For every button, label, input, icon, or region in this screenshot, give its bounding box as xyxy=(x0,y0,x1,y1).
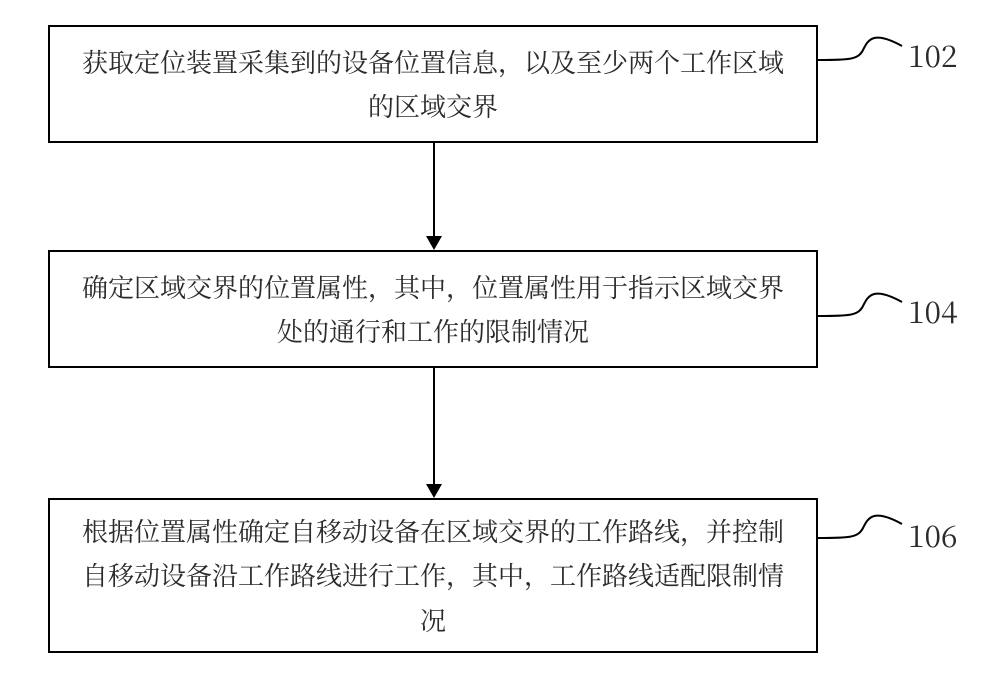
arrow-104-106 xyxy=(433,368,435,484)
flowchart-canvas: 获取定位装置采集到的设备位置信息，以及至少两个工作区域的区域交界 102 确定区… xyxy=(0,0,1000,681)
flow-node-106: 根据位置属性确定自移动设备在区域交界的工作路线，并控制自移动设备沿工作路线进行工… xyxy=(48,498,818,653)
connector-104 xyxy=(818,286,908,336)
arrow-102-104 xyxy=(433,143,435,236)
flow-node-106-text: 根据位置属性确定自移动设备在区域交界的工作路线，并控制自移动设备沿工作路线进行工… xyxy=(80,509,786,642)
arrow-head-104-106 xyxy=(426,484,442,498)
flow-node-102-text: 获取定位装置采集到的设备位置信息，以及至少两个工作区域的区域交界 xyxy=(80,40,786,128)
connector-106 xyxy=(818,508,908,558)
flow-node-102: 获取定位装置采集到的设备位置信息，以及至少两个工作区域的区域交界 xyxy=(48,25,818,143)
connector-102 xyxy=(818,30,908,80)
flow-node-104-text: 确定区域交界的位置属性，其中，位置属性用于指示区域交界处的通行和工作的限制情况 xyxy=(80,265,786,353)
step-label-104: 104 xyxy=(908,288,958,332)
flow-node-104: 确定区域交界的位置属性，其中，位置属性用于指示区域交界处的通行和工作的限制情况 xyxy=(48,250,818,368)
step-label-106: 106 xyxy=(908,512,958,556)
step-label-102: 102 xyxy=(908,32,958,76)
arrow-head-102-104 xyxy=(426,236,442,250)
